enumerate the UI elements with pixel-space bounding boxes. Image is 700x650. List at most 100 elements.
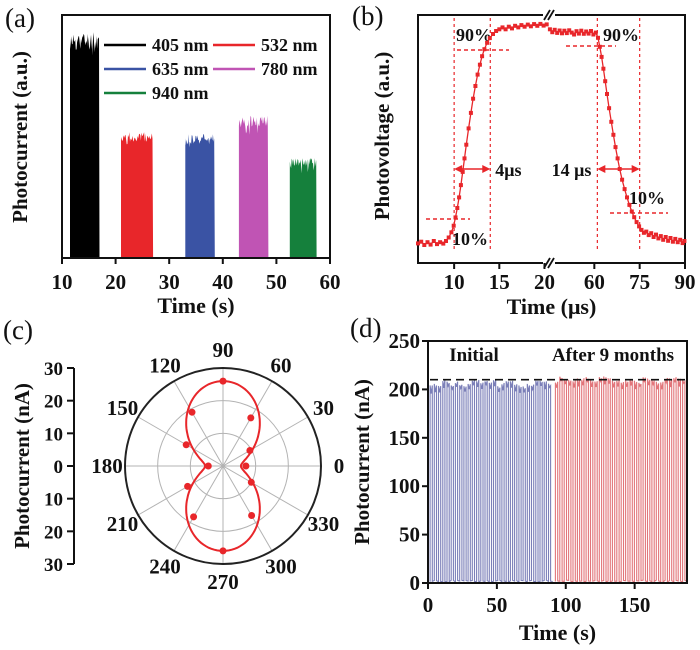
data-marker-square <box>572 32 577 37</box>
polar-data-point <box>204 462 212 470</box>
y-tick-label: 200 <box>389 377 421 401</box>
series-405-nm <box>70 32 100 258</box>
x-tick-label: 10 <box>444 270 465 294</box>
data-marker-square <box>506 24 511 29</box>
data-marker-square <box>444 239 448 243</box>
polar-data-point <box>219 377 227 385</box>
polar-angle-label: 240 <box>149 555 181 579</box>
polar-data-point <box>247 414 255 422</box>
x-tick-label: 20 <box>105 270 126 294</box>
data-marker-square <box>510 26 514 31</box>
radial-scale-tick-label: 20 <box>44 392 63 413</box>
legend-label: 780 nm <box>261 59 318 79</box>
level-90-label-right: 90% <box>603 25 639 45</box>
polar-data-point <box>247 478 255 486</box>
x-tick-label: 150 <box>619 593 651 617</box>
data-marker-square <box>538 21 543 26</box>
series-635-nm <box>185 134 215 258</box>
data-marker-square <box>482 47 487 52</box>
x-tick-label: 100 <box>550 593 582 617</box>
data-marker-square <box>646 233 651 238</box>
polar-angle-label: 150 <box>107 396 139 420</box>
x-tick-label: 60 <box>584 270 605 294</box>
data-marker-square <box>525 22 530 27</box>
polar-angle-label: 270 <box>207 570 239 594</box>
panel-c: 0 30 60 90 120 150 180 210 240 270 300 330 30 20 10 0 10… <box>10 338 344 594</box>
y-tick-label: 150 <box>389 426 421 450</box>
data-marker-square <box>661 237 666 242</box>
data-marker-square <box>460 169 465 174</box>
data-marker-square <box>611 132 616 137</box>
data-marker-square <box>422 243 427 247</box>
polar-angle-label: 30 <box>313 396 334 420</box>
rise-time-arrow-head <box>482 165 491 173</box>
data-marker-square <box>617 167 622 171</box>
panel-a: 10 20 30 40 50 60 Time (s) Photocurrent (a.u.) 4… <box>8 14 341 318</box>
polar-angle-label: 330 <box>308 512 340 536</box>
data-marker-square <box>670 239 675 244</box>
segment-label-after-9-months: After 9 months <box>552 345 674 366</box>
radial-scale-tick-label: 10 <box>44 490 63 511</box>
data-marker-square <box>591 32 596 37</box>
polar-data-point <box>184 482 192 490</box>
data-marker-square <box>581 31 586 36</box>
data-marker-square <box>680 241 685 246</box>
data-marker-square <box>666 238 671 243</box>
axis-break-mark <box>547 9 555 21</box>
data-marker-square <box>435 242 439 247</box>
series-532-nm <box>121 132 154 258</box>
x-tick-label: 15 <box>489 270 510 294</box>
data-marker-square <box>446 235 451 240</box>
x-tick-label: 20 <box>534 270 555 294</box>
polar-grid-ring <box>157 400 289 532</box>
data-marker-square <box>589 29 593 33</box>
polar-data-point <box>188 408 196 416</box>
x-tick-label: 0 <box>423 593 434 617</box>
data-marker-square <box>603 79 608 84</box>
panel-b-label: (b) <box>352 1 384 31</box>
radial-axis-title: Photocurrent (nA) <box>10 383 34 549</box>
data-marker-square <box>462 156 467 161</box>
data-marker-square <box>613 145 618 150</box>
data-marker-square <box>574 29 579 34</box>
polar-data-point <box>182 441 190 449</box>
data-marker-square <box>485 40 490 45</box>
data-marker-square <box>466 126 471 131</box>
data-marker-square <box>528 24 533 29</box>
data-marker-square <box>634 220 639 225</box>
panel-d: 0 50 100 150 0 50 100 150 200 250 Time (s) Photocur… <box>350 329 688 645</box>
data-marker-square <box>562 28 567 33</box>
data-marker-square <box>607 106 612 111</box>
data-marker-square <box>576 31 581 36</box>
data-marker-square <box>449 230 454 235</box>
data-marker-square <box>596 35 600 40</box>
y-tick-label: 250 <box>389 329 421 353</box>
data-marker-square <box>579 28 584 33</box>
data-marker-square <box>654 232 658 237</box>
panel-b: 10 15 20 60 75 90 Time (μs) Photovoltage (a.u.)… <box>370 9 696 319</box>
data-marker-square <box>468 110 473 115</box>
level-10-label-right: 10% <box>629 188 665 208</box>
polar-angle-label: 90 <box>213 338 234 362</box>
data-marker-square <box>473 84 478 88</box>
data-marker-square <box>513 23 518 28</box>
y-axis-title: Photocurrent (nA) <box>350 379 374 545</box>
data-marker-square <box>487 36 492 41</box>
data-marker-square <box>552 27 557 32</box>
pulse-train-after-9-months <box>554 376 688 583</box>
data-marker-square <box>477 62 482 67</box>
x-tick-label: 50 <box>486 593 507 617</box>
data-marker-square <box>550 30 555 35</box>
polar-angle-label: 180 <box>91 454 123 478</box>
data-marker-square <box>658 234 663 239</box>
data-marker-square <box>584 29 589 34</box>
data-marker-square <box>519 23 524 28</box>
radial-scale-tick-label: 0 <box>54 457 64 478</box>
legend-label: 635 nm <box>152 59 209 79</box>
data-marker-square <box>682 239 687 243</box>
data-marker-square <box>569 30 574 35</box>
data-marker-square <box>560 31 564 36</box>
polar-angle-label: 300 <box>265 555 297 579</box>
